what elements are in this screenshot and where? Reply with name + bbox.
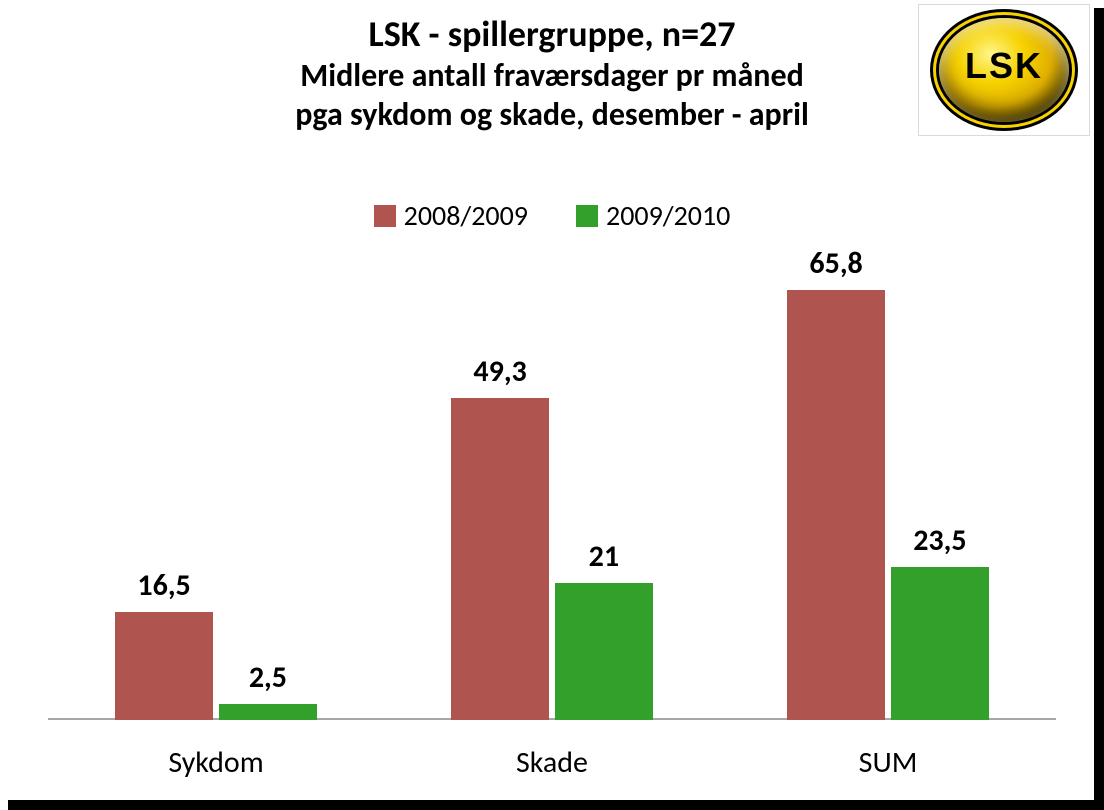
bar — [219, 704, 317, 720]
chart-frame: LSK LSK - spillergruppe, n=27 Midlere an… — [0, 0, 1104, 810]
value-label: 49,3 — [473, 353, 526, 390]
legend: 2008/2009 2009/2010 — [0, 198, 1104, 233]
value-label: 65,8 — [809, 245, 862, 282]
value-label: 16,5 — [137, 567, 190, 604]
category-label: SUM — [720, 744, 1056, 781]
chart-subtitle-line-1: Midlere antall fraværsdager pr måned — [0, 56, 1104, 95]
category-label: Skade — [384, 744, 720, 781]
legend-label: 2008/2009 — [404, 198, 528, 233]
bar — [115, 612, 213, 720]
bar — [787, 290, 885, 720]
value-label: 2,5 — [249, 659, 287, 696]
legend-swatch — [576, 205, 598, 227]
plot-area: 16,52,549,32165,823,5 — [48, 250, 1056, 720]
chart-title: LSK - spillergruppe, n=27 — [0, 12, 1104, 56]
value-label: 23,5 — [913, 522, 966, 559]
legend-item: 2009/2010 — [576, 198, 730, 233]
category-label: Sykdom — [48, 744, 384, 781]
chart-subtitle-line-2: pga sykdom og skade, desember - april — [0, 95, 1104, 134]
legend-label: 2009/2010 — [606, 198, 730, 233]
bar — [555, 583, 653, 720]
legend-item: 2008/2009 — [374, 198, 528, 233]
legend-swatch — [374, 205, 396, 227]
bar — [451, 398, 549, 720]
value-label: 21 — [589, 538, 619, 575]
title-block: LSK - spillergruppe, n=27 Midlere antall… — [0, 12, 1104, 134]
bar — [891, 567, 989, 720]
frame-bottom-shadow — [8, 800, 1104, 810]
